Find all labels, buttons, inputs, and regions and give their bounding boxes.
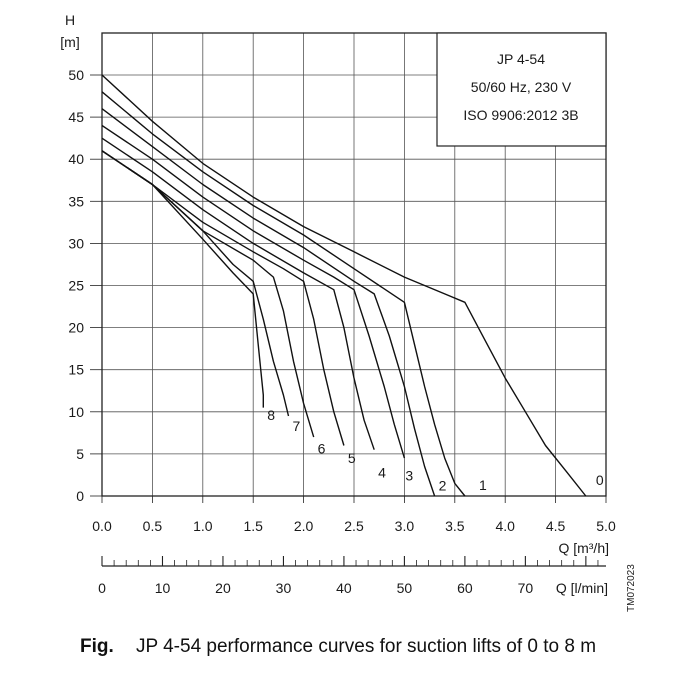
secondary-tick-label: 60 — [457, 580, 473, 596]
info-box: JP 4-54 50/60 Hz, 230 V ISO 9906:2012 3B — [436, 32, 607, 147]
figure-code: TM072023 — [626, 564, 637, 612]
curve-label-0: 0 — [596, 472, 604, 488]
curve-label-4: 4 — [378, 464, 386, 480]
secondary-tick-label: 50 — [397, 580, 413, 596]
curve-suction-0 — [101, 74, 587, 497]
y-tick-label: 35 — [68, 193, 84, 209]
curve-suction-4 — [101, 137, 375, 450]
caption-text: JP 4-54 performance curves for suction l… — [136, 636, 597, 657]
secondary-major-ticks: 0 10 20 30 40 50 60 70 — [98, 580, 533, 596]
x-tick-label: 3.5 — [445, 518, 465, 534]
secondary-tick-label: 0 — [98, 580, 106, 596]
curve-suction-7 — [101, 150, 290, 417]
secondary-minor-ticks — [101, 556, 599, 566]
x-tick-label: 3.0 — [395, 518, 415, 534]
y-tick-label: 45 — [68, 109, 84, 125]
caption-label: Fig. — [80, 636, 114, 657]
curve-suction-3 — [101, 124, 406, 459]
curve-label-3: 3 — [405, 468, 413, 484]
x-tick-labels: 0.0 0.5 1.0 1.5 2.0 2.5 3.0 3.5 4.0 4.5 5.0 — [92, 496, 616, 534]
y-tick-label: 5 — [76, 446, 84, 462]
curve-label-5: 5 — [348, 450, 356, 466]
x-tick-label: 2.5 — [344, 518, 364, 534]
y-tick-labels: 0 5 10 15 20 25 30 35 40 45 50 — [68, 67, 102, 504]
info-power: 50/60 Hz, 230 V — [471, 79, 572, 95]
curve-label-8: 8 — [267, 407, 275, 423]
curve-suction-1 — [101, 91, 466, 497]
curve-suction-5 — [101, 150, 345, 446]
secondary-axis: 0 10 20 30 40 50 60 70 Q [l/min] — [98, 556, 608, 596]
x-tick-label: 2.0 — [294, 518, 314, 534]
curve-suction-8 — [101, 150, 264, 408]
secondary-tick-label: 30 — [276, 580, 292, 596]
x-tick-label: 4.5 — [546, 518, 566, 534]
info-standard: ISO 9906:2012 3B — [463, 107, 578, 123]
y-tick-label: 50 — [68, 67, 84, 83]
y-tick-label: 0 — [76, 488, 84, 504]
x-axis-title: Q [m³/h] — [558, 540, 609, 556]
curve-label-7: 7 — [292, 418, 300, 434]
curve-suction-2 — [101, 108, 436, 497]
curve-label-1: 1 — [479, 477, 487, 493]
x-tick-label: 0.0 — [92, 518, 112, 534]
secondary-tick-label: 70 — [518, 580, 534, 596]
secondary-tick-label: 40 — [336, 580, 352, 596]
x-tick-label: 4.0 — [495, 518, 515, 534]
curve-suction-6 — [101, 150, 315, 438]
curve-group: 0 1 2 3 4 5 6 7 8 — [101, 74, 604, 497]
secondary-axis-title: Q [l/min] — [556, 580, 608, 596]
info-model: JP 4-54 — [497, 51, 545, 67]
y-axis-title: H — [65, 12, 75, 28]
secondary-tick-label: 20 — [215, 580, 231, 596]
x-tick-label: 1.0 — [193, 518, 213, 534]
y-axis-unit: [m] — [60, 34, 79, 50]
x-tick-label: 1.5 — [243, 518, 263, 534]
curve-label-6: 6 — [318, 441, 326, 457]
info-box-frame — [436, 32, 607, 147]
x-tick-label: 0.5 — [143, 518, 163, 534]
secondary-tick-label: 10 — [155, 580, 171, 596]
y-tick-label: 15 — [68, 362, 84, 378]
y-tick-label: 30 — [68, 235, 84, 251]
curve-label-2: 2 — [439, 478, 447, 494]
y-tick-label: 25 — [68, 278, 84, 294]
y-tick-label: 20 — [68, 320, 84, 336]
x-tick-label: 5.0 — [596, 518, 616, 534]
y-tick-label: 10 — [68, 404, 84, 420]
grid-lines — [102, 33, 606, 496]
y-tick-label: 40 — [68, 151, 84, 167]
